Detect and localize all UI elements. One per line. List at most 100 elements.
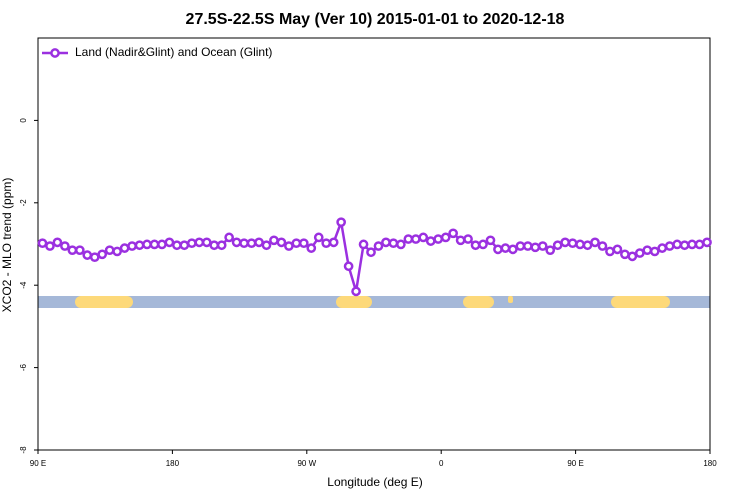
x-axis-label: Longitude (deg E) xyxy=(327,475,422,489)
data-point xyxy=(552,240,563,251)
data-point xyxy=(567,238,578,249)
data-point xyxy=(209,240,220,251)
data-point xyxy=(74,245,85,256)
data-point xyxy=(134,240,145,251)
data-point xyxy=(605,246,615,257)
data-point xyxy=(657,243,668,253)
ocean-strip xyxy=(38,296,710,308)
data-point xyxy=(306,243,317,253)
data-point xyxy=(216,240,227,251)
data-point xyxy=(201,237,212,248)
data-point xyxy=(97,249,108,260)
legend-label: Land (Nadir&Glint) and Ocean (Glint) xyxy=(75,45,272,59)
y-tick-label: -8 xyxy=(19,446,28,454)
land-patch xyxy=(611,296,670,308)
data-point xyxy=(142,239,152,250)
data-point xyxy=(694,239,705,250)
data-point xyxy=(67,245,78,256)
x-tick-label: 90 E xyxy=(567,459,583,468)
data-point xyxy=(485,235,496,246)
data-point xyxy=(224,232,234,243)
x-tick-label: 90 E xyxy=(30,459,46,468)
data-point xyxy=(612,244,623,255)
data-point xyxy=(89,252,100,263)
data-point xyxy=(254,237,264,248)
data-point xyxy=(261,240,272,251)
data-point xyxy=(373,241,384,251)
series-line xyxy=(42,217,708,292)
data-point xyxy=(440,232,451,243)
x-tick-label: 90 W xyxy=(297,459,316,468)
data-point xyxy=(537,241,548,251)
y-tick-label: -6 xyxy=(19,363,28,371)
data-point xyxy=(582,240,593,251)
data-point xyxy=(649,246,660,257)
data-point xyxy=(433,234,444,244)
data-point xyxy=(597,241,608,251)
data-point xyxy=(642,245,653,256)
data-point xyxy=(149,239,160,250)
data-point xyxy=(388,238,399,249)
data-point xyxy=(702,237,712,248)
data-point xyxy=(60,241,70,251)
data-point xyxy=(246,238,257,249)
data-point xyxy=(410,234,421,244)
data-point xyxy=(269,235,279,246)
data-point xyxy=(298,238,309,249)
data-point xyxy=(52,237,63,248)
data-point xyxy=(575,239,585,250)
data-point xyxy=(104,245,115,256)
data-point xyxy=(530,242,541,253)
data-point xyxy=(493,244,503,255)
data-point xyxy=(37,238,48,249)
data-point xyxy=(284,241,294,251)
data-point xyxy=(127,241,137,251)
data-point xyxy=(515,241,526,251)
data-point xyxy=(500,243,511,253)
y-tick-label: -2 xyxy=(19,199,28,207)
data-point xyxy=(45,241,55,251)
data-point xyxy=(172,240,182,251)
data-point xyxy=(82,250,93,260)
data-point xyxy=(194,237,205,248)
data-point xyxy=(560,237,570,248)
data-point xyxy=(164,237,175,248)
data-point xyxy=(321,238,332,249)
data-point xyxy=(455,235,466,246)
data-point xyxy=(381,237,391,248)
data-point xyxy=(687,239,697,250)
data-point xyxy=(403,234,414,244)
data-point xyxy=(418,232,429,243)
data-point xyxy=(672,239,682,250)
data-point xyxy=(313,232,324,243)
data-point xyxy=(239,238,249,249)
data-point xyxy=(448,228,458,239)
data-point xyxy=(627,251,638,262)
y-tick-label: 0 xyxy=(19,118,28,123)
y-tick-label: -4 xyxy=(19,281,28,289)
data-point xyxy=(276,237,287,248)
legend-marker xyxy=(50,48,60,58)
data-point xyxy=(634,248,645,258)
land-mask xyxy=(38,296,710,308)
data-point xyxy=(664,241,675,251)
data-point xyxy=(328,237,339,248)
data-point xyxy=(366,247,376,258)
land-patch xyxy=(75,296,133,308)
chart-title: 27.5S-22.5S May (Ver 10) 2015-01-01 to 2… xyxy=(186,11,565,28)
data-point xyxy=(478,239,488,250)
data-point xyxy=(620,249,630,260)
data-point xyxy=(358,239,369,250)
data-point xyxy=(463,234,473,244)
data-point xyxy=(157,239,167,250)
y-axis-label: XCO2 - MLO trend (ppm) xyxy=(0,178,14,313)
land-patch xyxy=(463,296,494,308)
data-point xyxy=(291,238,302,249)
data-point xyxy=(179,240,190,251)
data-point xyxy=(231,237,242,248)
land-patch xyxy=(508,296,513,303)
data-point xyxy=(336,217,346,228)
data-point xyxy=(470,240,481,251)
